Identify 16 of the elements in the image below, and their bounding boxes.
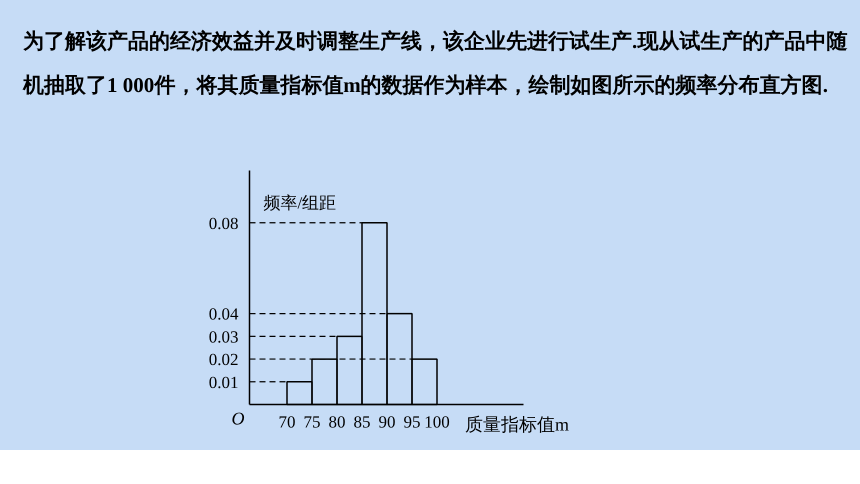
x-tick-label: 90 (378, 412, 396, 432)
y-tick-label: 0.01 (208, 372, 238, 392)
y-tick-label: 0.04 (208, 304, 239, 324)
x-tick-label: 70 (278, 412, 296, 432)
y-axis-title: 频率/组距 (264, 194, 336, 212)
y-tick-label: 0.08 (208, 214, 238, 233)
x-tick-label: 85 (354, 412, 370, 432)
y-tick-label: 0.02 (208, 350, 238, 370)
x-axis-title: 质量指标值m (465, 414, 570, 434)
chart-title: 为了解该产品的经济效益并及时调整生产线，该企业先进行试生产.现从试生产的产品中随机抽取了1 000件，将其质量指标值m的数据作为样本，绘制如图所示的频率分布直方图. (23, 28, 848, 99)
x-tick-label: 80 (328, 412, 346, 432)
x-tick-label: 75 (304, 412, 320, 432)
x-tick-label: 95 (404, 412, 420, 432)
x-tick-label: 100 (424, 412, 450, 432)
y-tick-label: 0.03 (208, 327, 238, 346)
text: O (232, 408, 244, 428)
